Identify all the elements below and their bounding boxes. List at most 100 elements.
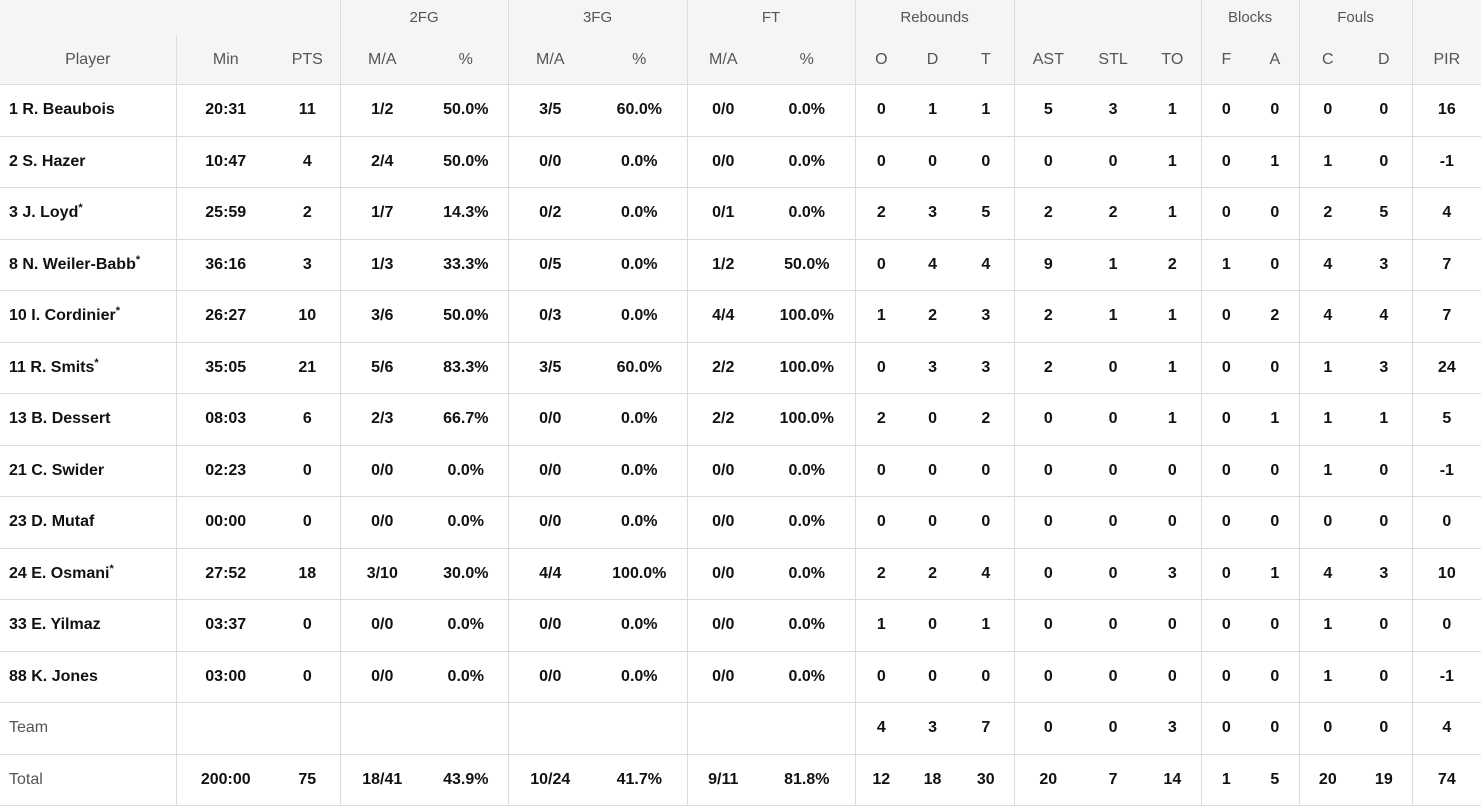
player-name[interactable]: 21 C. Swider	[0, 445, 176, 497]
col-foul-c[interactable]: C	[1298, 35, 1357, 85]
player-name[interactable]: 13 B. Dessert	[0, 393, 176, 446]
stat-reb-d: 18	[907, 754, 959, 806]
stat-foul-c: 1	[1298, 599, 1357, 652]
col-ast[interactable]: AST	[1013, 35, 1083, 85]
stat-fg3-ma: 0/0	[507, 393, 593, 446]
col-stl[interactable]: STL	[1082, 35, 1145, 85]
stat-reb-o: 2	[854, 187, 908, 240]
group-blocks: Blocks	[1200, 0, 1300, 35]
row-label-text: Total	[9, 770, 43, 788]
stat-fg3-ma: 0/0	[507, 651, 593, 703]
stat-fg2-pct: 50.0%	[424, 290, 509, 343]
stat-fg2-pct: 0.0%	[424, 496, 509, 549]
col-pts[interactable]: PTS	[275, 35, 341, 85]
stat-reb-o: 2	[854, 393, 908, 446]
table-body: 1 R. Beaubois 20:31 11 1/2 50.0% 3/5 60.0% 0/0 0…	[0, 84, 1481, 806]
col-to[interactable]: TO	[1144, 35, 1202, 85]
col-2fg-ma[interactable]: M/A	[339, 35, 425, 85]
group-ft: FT	[686, 0, 856, 35]
player-name-text: 3 J. Loyd	[9, 204, 79, 222]
stat-fg2-pct: 50.0%	[424, 136, 509, 188]
stat-fg2-ma: 2/4	[339, 136, 425, 188]
table-row: 1 R. Beaubois 20:31 11 1/2 50.0% 3/5 60.0% 0/0 0…	[0, 84, 1481, 137]
stat-fg3-ma: 0/5	[507, 239, 593, 291]
stat-min: 200:00	[175, 754, 275, 806]
stat-fg3-ma: 0/3	[507, 290, 593, 343]
player-name[interactable]: 11 R. Smits*	[0, 342, 176, 394]
player-name[interactable]: 3 J. Loyd*	[0, 187, 176, 240]
stat-blk-f: 0	[1200, 187, 1252, 240]
player-name[interactable]: 8 N. Weiler-Babb*	[0, 239, 176, 291]
stat-ast: 0	[1013, 651, 1083, 703]
col-player[interactable]: Player	[0, 35, 176, 85]
stat-reb-t: 0	[958, 136, 1015, 188]
player-name[interactable]: 1 R. Beaubois	[0, 84, 176, 137]
stat-min: 10:47	[175, 136, 275, 188]
col-reb-t[interactable]: T	[958, 35, 1015, 85]
stat-ft-pct: 0.0%	[759, 548, 856, 600]
player-name-text: 2 S. Hazer	[9, 152, 86, 170]
player-name[interactable]: 88 K. Jones	[0, 651, 176, 703]
stat-fg3-pct: 0.0%	[592, 187, 688, 240]
stat-pir: 16	[1411, 84, 1481, 137]
starter-mark: *	[109, 562, 114, 575]
stat-reb-d: 0	[907, 445, 959, 497]
stat-fg2-pct: 50.0%	[424, 84, 509, 137]
stat-blk-f: 0	[1200, 599, 1252, 652]
col-3fg-pct[interactable]: %	[592, 35, 688, 85]
stat-to: 1	[1144, 393, 1202, 446]
stat-min: 03:00	[175, 651, 275, 703]
stat-min: 08:03	[175, 393, 275, 446]
stat-reb-t: 5	[958, 187, 1015, 240]
col-foul-d[interactable]: D	[1356, 35, 1413, 85]
stat-blk-a: 2	[1251, 290, 1300, 343]
stat-reb-o: 0	[854, 651, 908, 703]
col-min[interactable]: Min	[175, 35, 275, 85]
stat-to: 1	[1144, 136, 1202, 188]
col-2fg-pct[interactable]: %	[424, 35, 509, 85]
stat-fg2-pct: 0.0%	[424, 599, 509, 652]
stat-ast: 9	[1013, 239, 1083, 291]
stat-foul-d: 3	[1356, 239, 1413, 291]
player-name[interactable]: 2 S. Hazer	[0, 136, 176, 188]
stat-pts: 10	[275, 290, 341, 343]
col-ft-ma[interactable]: M/A	[686, 35, 760, 85]
stat-foul-c: 0	[1298, 702, 1357, 755]
player-name[interactable]: 33 E. Yilmaz	[0, 599, 176, 652]
stat-reb-d: 0	[907, 496, 959, 549]
stat-reb-t: 0	[958, 651, 1015, 703]
col-ft-pct[interactable]: %	[759, 35, 856, 85]
player-name[interactable]: 10 I. Cordinier*	[0, 290, 176, 343]
group-3fg: 3FG	[507, 0, 688, 35]
player-name[interactable]: 23 D. Mutaf	[0, 496, 176, 549]
col-3fg-ma[interactable]: M/A	[507, 35, 593, 85]
stat-stl: 0	[1082, 548, 1145, 600]
stat-ast: 0	[1013, 136, 1083, 188]
col-blk-f[interactable]: F	[1200, 35, 1252, 85]
table-row: 8 N. Weiler-Babb* 36:16 3 1/3 33.3% 0/5 0.0% 1/…	[0, 239, 1481, 291]
col-pir[interactable]: PIR	[1411, 35, 1481, 85]
stat-to: 0	[1144, 445, 1202, 497]
stat-blk-f: 0	[1200, 496, 1252, 549]
col-reb-d[interactable]: D	[907, 35, 959, 85]
stat-reb-d: 2	[907, 290, 959, 343]
stat-fg2-pct: 43.9%	[424, 754, 509, 806]
stat-blk-a: 0	[1251, 187, 1300, 240]
col-blk-a[interactable]: A	[1251, 35, 1300, 85]
stat-foul-c: 1	[1298, 393, 1357, 446]
stat-reb-t: 0	[958, 445, 1015, 497]
player-name-text: 23 D. Mutaf	[9, 513, 95, 531]
stat-fg3-pct: 0.0%	[592, 290, 688, 343]
stat-fg3-pct: 0.0%	[592, 445, 688, 497]
stat-to: 0	[1144, 496, 1202, 549]
player-name[interactable]: 24 E. Osmani*	[0, 548, 176, 600]
stat-fg2-ma: 5/6	[339, 342, 425, 394]
table-header: 2FG 3FG FT Rebounds Blocks Fouls Player …	[0, 0, 1481, 85]
stat-fg2-ma: 0/0	[339, 445, 425, 497]
stat-foul-d: 3	[1356, 342, 1413, 394]
stat-ft-ma	[686, 702, 760, 755]
col-reb-o[interactable]: O	[854, 35, 908, 85]
stat-foul-c: 4	[1298, 239, 1357, 291]
total-row: Total 200:00 75 18/41 43.9% 10/24 41.7% 9/11 81.…	[0, 754, 1481, 806]
stat-blk-f: 0	[1200, 651, 1252, 703]
